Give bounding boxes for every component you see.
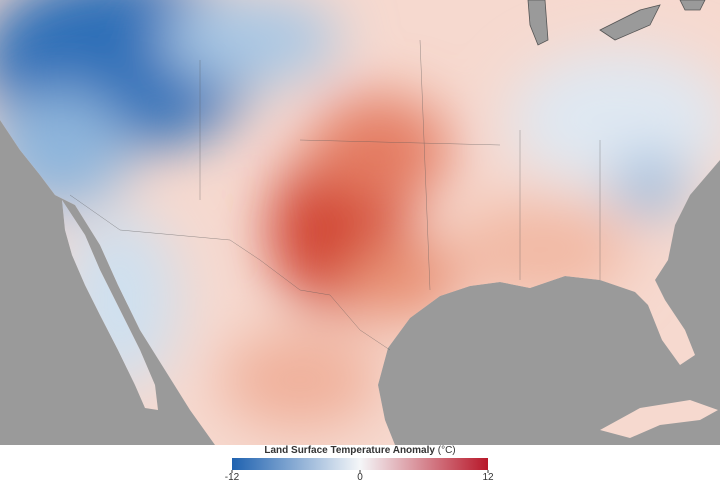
colorbar-tick-label: 0 bbox=[357, 472, 363, 480]
colorbar-tick-label: -12 bbox=[225, 472, 240, 480]
legend-title: Land Surface Temperature Anomaly bbox=[264, 445, 435, 456]
legend-title-group: Land Surface Temperature Anomaly (°C) bbox=[264, 445, 455, 456]
colorbar-tick-label: 12 bbox=[482, 472, 494, 480]
colorbar bbox=[232, 458, 488, 470]
lakes bbox=[527, 0, 706, 46]
borders bbox=[69, 39, 601, 351]
legend-unit: (°C) bbox=[438, 445, 456, 456]
